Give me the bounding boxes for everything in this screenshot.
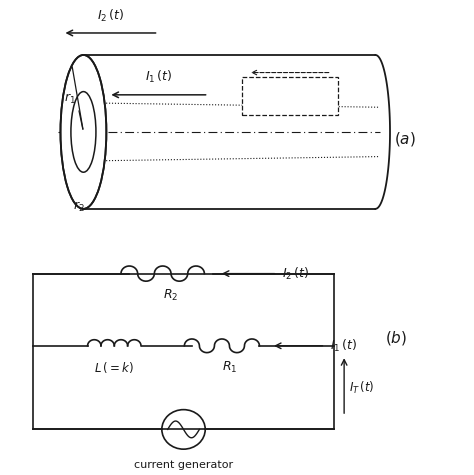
- Text: $I_1\,(t)$: $I_1\,(t)$: [330, 338, 357, 354]
- Bar: [242, 77, 338, 115]
- Text: $r_1$: $r_1$: [64, 91, 76, 105]
- Text: $(b)$: $(b)$: [385, 329, 407, 347]
- Text: $\ell$: $\ell$: [296, 91, 303, 105]
- Text: $I_2\,(t)$: $I_2\,(t)$: [97, 8, 124, 24]
- Text: $I_2\,(t)$: $I_2\,(t)$: [283, 266, 310, 282]
- Text: $L\,(=k)$: $L\,(=k)$: [94, 360, 134, 375]
- Text: $(a)$: $(a)$: [394, 130, 416, 148]
- Ellipse shape: [61, 55, 106, 209]
- Text: current generator: current generator: [134, 460, 233, 470]
- Text: $I_1\,(t)$: $I_1\,(t)$: [145, 69, 172, 86]
- Text: $I_T\,(t)$: $I_T\,(t)$: [349, 380, 374, 396]
- Text: $r_2$: $r_2$: [73, 200, 85, 214]
- Text: $R_1$: $R_1$: [222, 360, 237, 375]
- Text: $R_2$: $R_2$: [164, 288, 179, 303]
